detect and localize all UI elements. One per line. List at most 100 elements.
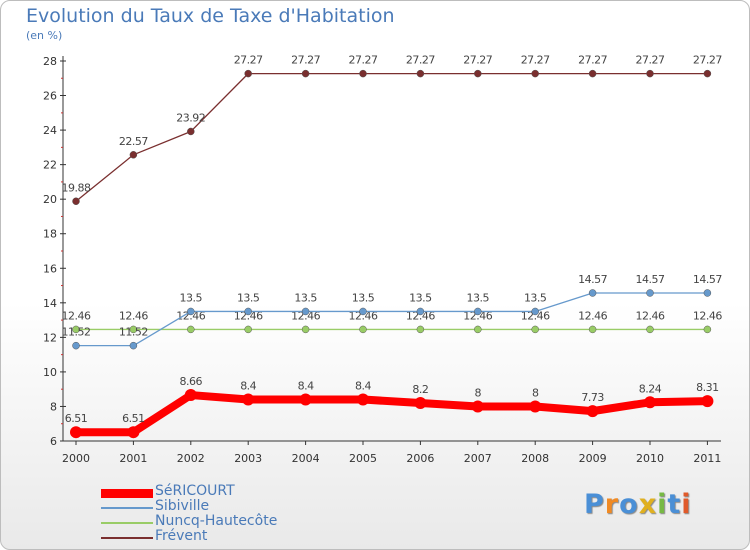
data-label: 27.27 — [234, 54, 263, 67]
data-point — [703, 289, 712, 297]
x-tick-label: 2004 — [292, 452, 320, 465]
data-label: 14.57 — [636, 273, 665, 286]
data-label: 12.46 — [349, 309, 378, 322]
logo-letter: i — [657, 489, 668, 520]
y-tick-label: 16 — [43, 262, 57, 275]
data-point — [72, 197, 80, 206]
legend-label: Nuncq-Hautecôte — [155, 513, 278, 529]
data-label: 8.4 — [298, 380, 314, 393]
data-point — [72, 341, 80, 350]
data-point — [531, 69, 539, 78]
x-tick-label: 2003 — [234, 452, 262, 465]
data-label: 27.27 — [521, 54, 550, 67]
series-line-3 — [75, 72, 708, 202]
data-label: 13.5 — [294, 291, 317, 304]
data-label: 12.46 — [636, 309, 665, 322]
data-label: 12.46 — [521, 309, 550, 322]
data-point — [359, 69, 367, 78]
data-point — [357, 393, 369, 406]
data-point — [588, 69, 597, 78]
logo-letter: r — [604, 489, 620, 520]
data-point — [586, 405, 599, 418]
data-point — [416, 307, 425, 316]
chart-title: Evolution du Taux de Taxe d'Habitation — [26, 5, 395, 27]
data-point — [127, 426, 140, 439]
data-point — [187, 325, 195, 334]
x-tick-label: 2007 — [464, 452, 492, 465]
data-label: 13.5 — [352, 291, 375, 304]
y-tick-label: 10 — [43, 366, 57, 379]
data-point — [416, 69, 425, 78]
y-tick-label: 18 — [43, 228, 57, 241]
data-label: 14.57 — [693, 273, 722, 286]
data-point — [301, 325, 310, 334]
data-point — [531, 325, 539, 334]
data-point — [244, 325, 252, 334]
data-label: 12.46 — [291, 309, 320, 322]
legend-label: Sibiville — [155, 498, 210, 514]
data-label: 27.27 — [693, 54, 722, 67]
data-label: 23.92 — [176, 111, 205, 124]
data-label: 8.24 — [639, 382, 662, 395]
data-label: 27.27 — [578, 54, 607, 67]
data-label: 8.4 — [355, 380, 371, 393]
logo-letter: t — [667, 489, 682, 520]
data-point — [301, 69, 310, 78]
data-point — [187, 307, 195, 316]
data-label: 8.31 — [696, 381, 719, 394]
data-point — [129, 151, 138, 159]
data-point — [646, 325, 654, 334]
data-label: 12.46 — [693, 309, 722, 322]
data-point — [414, 397, 427, 409]
data-point — [474, 69, 482, 78]
data-label: 11.52 — [62, 326, 91, 339]
data-label: 13.5 — [524, 291, 547, 304]
data-label: 8.66 — [180, 375, 203, 388]
data-point — [471, 400, 484, 413]
series-line-1 — [76, 292, 708, 347]
legend-swatch — [101, 507, 153, 509]
data-point — [703, 69, 712, 78]
data-label: 6.51 — [65, 412, 88, 425]
data-point — [474, 325, 482, 334]
data-point — [474, 307, 482, 316]
data-label: 14.57 — [578, 273, 607, 286]
y-tick-label: 28 — [43, 55, 57, 68]
data-point — [359, 325, 367, 334]
data-point — [244, 307, 252, 316]
logo-letter: o — [619, 489, 639, 520]
y-tick-label: 22 — [43, 159, 57, 172]
data-label: 8 — [532, 386, 539, 399]
data-point — [588, 325, 597, 334]
data-label: 11.52 — [119, 326, 148, 339]
data-label: 6.51 — [122, 412, 145, 425]
data-label: 22.57 — [119, 135, 148, 148]
data-label: 7.73 — [581, 391, 604, 404]
data-label: 8.2 — [412, 383, 428, 396]
chart-unit-label: (en %) — [26, 29, 63, 42]
legend-swatch — [101, 488, 153, 498]
data-point — [187, 127, 195, 136]
y-tick-label: 6 — [50, 435, 57, 448]
logo-letter: x — [638, 489, 658, 520]
data-label: 27.27 — [636, 54, 665, 67]
data-point — [701, 395, 714, 408]
data-label: 8 — [475, 386, 482, 399]
logo-letter: P — [584, 489, 605, 520]
data-label: 12.46 — [176, 309, 205, 322]
data-point — [644, 396, 656, 409]
y-tick-label: 20 — [43, 193, 57, 206]
x-tick-label: 2005 — [349, 452, 377, 465]
data-point — [70, 426, 82, 439]
x-tick-label: 2001 — [119, 452, 147, 465]
y-tick-label: 8 — [50, 400, 57, 413]
y-tick-label: 14 — [43, 297, 57, 310]
x-tick-label: 2009 — [579, 452, 607, 465]
y-tick-label: 12 — [43, 331, 57, 344]
series-line-0 — [76, 391, 708, 437]
data-point — [646, 69, 654, 78]
data-point — [129, 325, 138, 334]
data-point — [416, 325, 425, 334]
x-tick-label: 2002 — [177, 452, 205, 465]
